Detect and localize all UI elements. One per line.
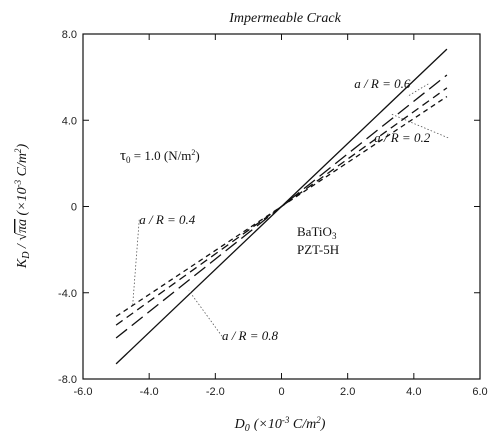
y-tick-label: 8.0	[62, 29, 77, 41]
series-annotation-label: a / R = 0.2	[374, 130, 431, 145]
annotation-group: a / R = 0.6 a / R = 0.2 a / R = 0.4 a / R =…	[132, 76, 449, 343]
x-tick-label: -6.0	[74, 386, 93, 398]
series-annotation-label: a / R = 0.8	[222, 328, 279, 343]
y-tick-label: -4.0	[58, 288, 77, 300]
material-label-pzt5h: PZT-5H	[297, 242, 339, 257]
x-tick-labels: -6.0 -4.0 -2.0 0 2.0 4.0 6.0	[74, 386, 488, 398]
axis-ticks	[82, 33, 481, 380]
x-tick-label: 6.0	[472, 386, 487, 398]
tau-annotation: τ0 = 1.0 (N/m2)	[120, 148, 200, 165]
series-annotation-label: a / R = 0.4	[139, 212, 196, 227]
y-tick-label: -8.0	[58, 374, 77, 386]
y-axis-label: KD / √πa (×10-3 C/m2)	[13, 144, 32, 270]
x-tick-label: 0	[278, 386, 284, 398]
x-tick-label: -4.0	[140, 386, 159, 398]
y-tick-label: 4.0	[62, 115, 77, 127]
x-tick-label: -2.0	[206, 386, 225, 398]
series-annotation-label: a / R = 0.6	[354, 76, 411, 91]
x-axis-label: D0 (×10-3 C/m2)	[234, 415, 326, 434]
series-line-02	[115, 95, 448, 318]
annotation-pointer	[188, 290, 223, 337]
x-tick-label: 2.0	[340, 386, 355, 398]
y-tick-label: 0	[71, 202, 77, 214]
y-tick-labels: 8.0 4.0 0 -4.0 -8.0	[58, 29, 77, 386]
chart-title: Impermeable Crack	[228, 11, 341, 26]
x-tick-label: 4.0	[406, 386, 421, 398]
series-group	[115, 48, 448, 365]
material-label-batio3: BaTiO3	[297, 224, 337, 241]
annotation-pointer	[407, 83, 429, 97]
series-line-04	[115, 87, 448, 326]
annotation-pointer	[132, 219, 140, 306]
